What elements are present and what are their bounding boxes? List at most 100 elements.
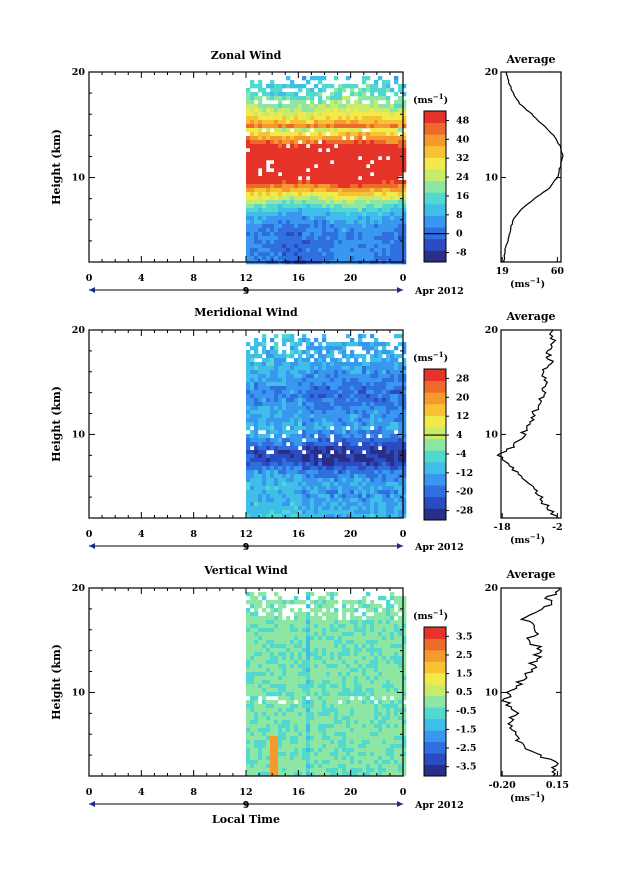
heatmap-cell (334, 232, 339, 237)
heatmap-cell (386, 240, 391, 245)
heatmap-cell (286, 208, 291, 213)
colorbar-segment (424, 380, 446, 393)
heatmap-cell (362, 624, 367, 629)
heatmap-cell (270, 96, 275, 101)
heatmap-cell (390, 406, 395, 411)
heatmap-cell (302, 422, 307, 427)
heatmap-cell (338, 438, 343, 443)
heatmap-cell (254, 208, 259, 213)
heatmap-cell (254, 386, 259, 391)
heatmap-cell (254, 514, 259, 519)
heatmap-cell (354, 116, 359, 121)
heatmap-cell (278, 632, 283, 637)
heatmap-cell (346, 632, 351, 637)
heatmap-cell (298, 680, 303, 685)
heatmap-cell (378, 514, 383, 519)
heatmap-cell (334, 620, 339, 625)
heatmap-cell (294, 620, 299, 625)
heatmap-cell (262, 628, 267, 633)
heatmap-cell (278, 430, 283, 435)
heatmap-cell (362, 92, 367, 97)
heatmap-cell (386, 446, 391, 451)
heatmap-cell (378, 438, 383, 443)
heatmap-cell (338, 120, 343, 125)
heatmap-cell (334, 474, 339, 479)
heatmap-cell (254, 482, 259, 487)
heatmap-cell (390, 156, 395, 161)
heatmap-cell (358, 644, 363, 649)
heatmap-cell (370, 370, 375, 375)
heatmap-cell (326, 450, 331, 455)
heatmap-cell (374, 216, 379, 221)
heatmap-cell (310, 406, 315, 411)
heatmap-cell (314, 748, 319, 753)
heatmap-cell (390, 176, 395, 181)
heatmap-cell (302, 200, 307, 205)
heatmap-cell (362, 386, 367, 391)
heatmap-cell (322, 450, 327, 455)
heatmap-cell (270, 152, 275, 157)
heatmap-cell (326, 406, 331, 411)
heatmap-cell (282, 720, 287, 725)
heatmap-cell (302, 184, 307, 189)
heatmap-cell (330, 244, 335, 249)
heatmap-cell (350, 418, 355, 423)
heatmap-cell (326, 764, 331, 769)
heatmap-cell (366, 442, 371, 447)
heatmap-cell (318, 220, 323, 225)
heatmap-cell (382, 430, 387, 435)
heatmap-cell (386, 486, 391, 491)
heatmap-cell (366, 96, 371, 101)
heatmap-cell (298, 160, 303, 165)
heatmap-cell (310, 184, 315, 189)
heatmap-cell (310, 494, 315, 499)
heatmap-cell (318, 736, 323, 741)
heatmap-cell (370, 418, 375, 423)
heatmap-cell (366, 140, 371, 145)
heatmap-cell (278, 426, 283, 431)
heatmap-cell (262, 450, 267, 455)
heatmap-cell (330, 652, 335, 657)
heatmap-cell (254, 748, 259, 753)
heatmap-cell (378, 478, 383, 483)
heatmap-cell (286, 466, 291, 471)
heatmap-cell (366, 378, 371, 383)
heatmap-cell (250, 152, 255, 157)
heatmap-cell (334, 196, 339, 201)
heatmap-cell (262, 240, 267, 245)
heatmap-cell (290, 462, 295, 467)
heatmap-cell (334, 478, 339, 483)
heatmap-cell (374, 498, 379, 503)
colorbar-tick-label: 16 (456, 191, 470, 202)
heatmap-cell (334, 442, 339, 447)
heatmap-cell (374, 212, 379, 217)
heatmap-cell (298, 486, 303, 491)
heatmap-cell (306, 720, 311, 725)
heatmap-cell (346, 212, 351, 217)
heatmap-cell (306, 228, 311, 233)
heatmap-cell (314, 462, 319, 467)
heatmap-cell (338, 116, 343, 121)
heatmap-cell (346, 366, 351, 371)
heatmap-cell (246, 482, 251, 487)
heatmap-cell (306, 244, 311, 249)
heatmap-cell (318, 168, 323, 173)
heatmap-cell (346, 228, 351, 233)
heatmap-cell (306, 660, 311, 665)
heatmap-cell (254, 430, 259, 435)
heatmap-cell (402, 378, 407, 383)
heatmap-cell (354, 140, 359, 145)
heatmap-cell (266, 144, 271, 149)
heatmap-cell (254, 462, 259, 467)
heatmap-cell (350, 398, 355, 403)
heatmap-cell (302, 636, 307, 641)
heatmap-cell (354, 192, 359, 197)
heatmap-cell (286, 454, 291, 459)
heatmap-cell (334, 704, 339, 709)
heatmap-cell (270, 628, 275, 633)
heatmap-cell (398, 458, 403, 463)
heatmap-cell (302, 506, 307, 511)
heatmap-cell (382, 240, 387, 245)
heatmap-cell (342, 692, 347, 697)
heatmap-cell (266, 764, 271, 769)
